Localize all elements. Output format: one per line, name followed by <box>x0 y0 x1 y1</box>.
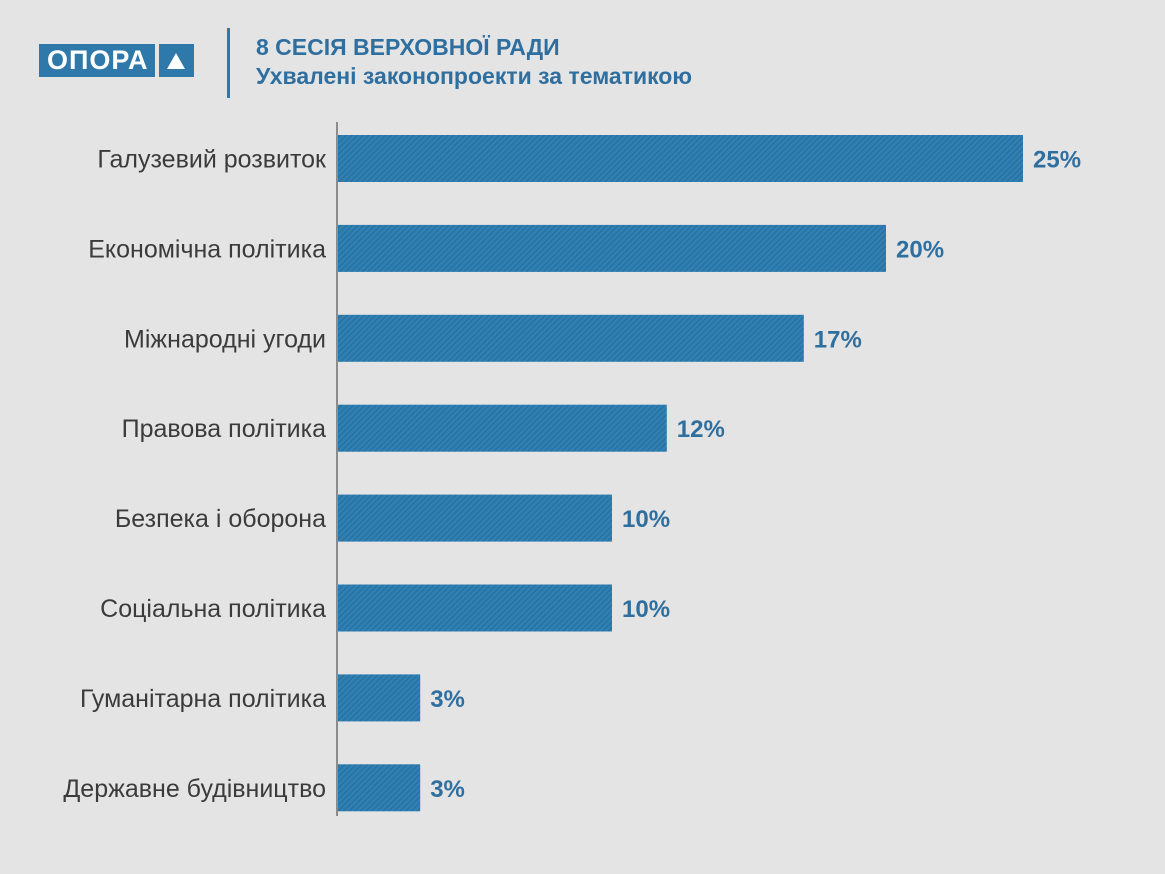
bar <box>338 314 804 362</box>
bar <box>338 494 612 542</box>
value-label: 20% <box>896 236 944 263</box>
title-divider <box>227 28 230 98</box>
value-label: 17% <box>814 326 862 353</box>
triangle-icon <box>158 44 194 77</box>
category-label: Галузевий розвиток <box>97 146 327 174</box>
category-label: Соціальна політика <box>100 595 326 623</box>
bar <box>338 764 421 812</box>
bar <box>338 135 1023 182</box>
value-label: 10% <box>622 506 670 533</box>
bar <box>338 584 612 632</box>
bar <box>338 674 421 722</box>
category-label: Гуманітарна політика <box>80 685 326 713</box>
value-label: 10% <box>622 596 670 623</box>
chart-subtitle: Ухвалені законопроекти за тематикою <box>256 63 693 89</box>
value-label: 25% <box>1033 147 1081 174</box>
opora-logo: ОПОРА <box>39 44 194 77</box>
value-label: 12% <box>677 416 725 443</box>
category-label: Міжнародні угоди <box>124 325 326 353</box>
bars-group: Галузевий розвиток 25% Економічна політика… <box>63 135 1081 812</box>
value-label: 3% <box>430 776 465 803</box>
category-label: Правова політика <box>122 415 326 443</box>
bar <box>338 224 886 272</box>
chart-title-block: 8 СЕСІЯ ВЕРХОВНОЇ РАДИ Ухвалені законопр… <box>256 33 692 91</box>
bar <box>338 404 667 452</box>
category-label: Безпека і оборона <box>115 505 326 533</box>
chart-title: 8 СЕСІЯ ВЕРХОВНОЇ РАДИ <box>256 34 560 60</box>
category-label: Державне будівництво <box>63 775 326 803</box>
logo-text: ОПОРА <box>39 44 155 77</box>
value-label: 3% <box>430 686 465 713</box>
category-label: Економічна політика <box>88 235 326 263</box>
